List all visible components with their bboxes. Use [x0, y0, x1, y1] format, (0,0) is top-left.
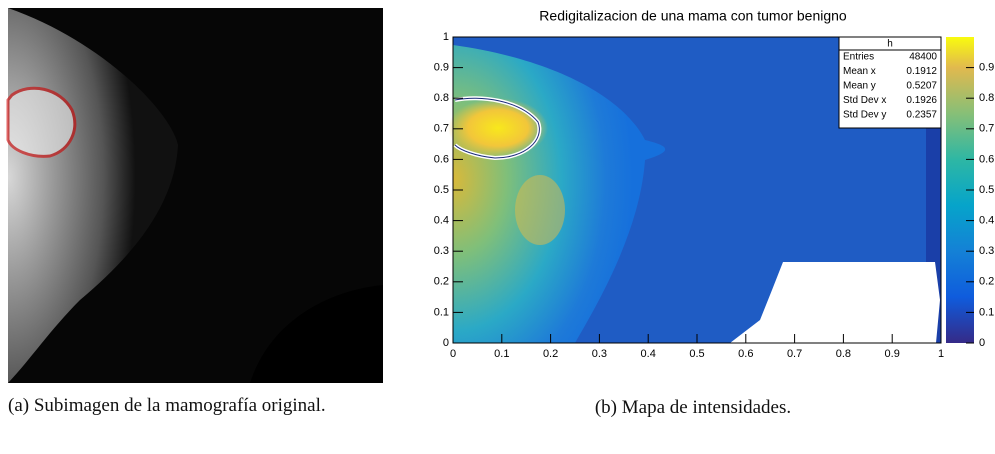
- page: h Entries 48400 Mean x 0.1912 Mean y 0.5207 Std…: [0, 0, 995, 454]
- z-tick-label: 0.3: [979, 245, 994, 257]
- stats-label: Std Dev x: [843, 95, 886, 106]
- caption-text: Subimagen de la mamografía original.: [34, 395, 326, 416]
- stats-value: 0.5207: [906, 81, 937, 92]
- x-tick-label: 0.7: [787, 348, 802, 360]
- x-tick-label: 0.8: [836, 348, 851, 360]
- caption-label: (a): [8, 395, 29, 416]
- y-tick-label: 0.5: [434, 184, 449, 196]
- x-tick-label: 0.5: [689, 348, 704, 360]
- z-tick-label: 0.5: [979, 184, 994, 196]
- y-tick-label: 0.6: [434, 153, 449, 165]
- x-tick-label: 0.1: [494, 348, 509, 360]
- y-tick-label: 0.4: [434, 215, 449, 227]
- y-tick-label: 0.8: [434, 92, 449, 104]
- stats-value: 0.1926: [906, 95, 937, 106]
- caption-text: Mapa de intensidades.: [622, 397, 791, 418]
- stats-label: Entries: [843, 52, 874, 63]
- stats-label: Mean x: [843, 66, 876, 77]
- x-tick-label: 0.4: [641, 348, 656, 360]
- x-tick-label: 0.2: [543, 348, 558, 360]
- stats-value: 0.1912: [906, 66, 937, 77]
- z-tick-label: 0.6: [979, 153, 994, 165]
- x-tick-label: 0.3: [592, 348, 607, 360]
- caption: (b) Mapa de intensidades.: [453, 396, 933, 419]
- x-tick-label: 0.6: [738, 348, 753, 360]
- y-tick-label: 0.9: [434, 62, 449, 74]
- z-tick-label: 0.4: [979, 215, 994, 227]
- z-tick-label: 0.8: [979, 92, 994, 104]
- x-tick-label: 0: [450, 348, 456, 360]
- x-tick-label: 0.9: [885, 348, 900, 360]
- y-tick-label: 1: [443, 31, 449, 43]
- z-tick-label: 0: [979, 337, 985, 349]
- z-tick-label: 0.9: [979, 62, 994, 74]
- stats-value: 48400: [909, 52, 937, 63]
- heatmap-hotspot: [515, 175, 565, 245]
- tumor-contour: [8, 88, 75, 156]
- stats-value: 0.2357: [906, 110, 937, 121]
- stats-box: h Entries 48400 Mean x 0.1912 Mean y 0.5207 Std…: [839, 37, 941, 128]
- x-tick-label: 1: [938, 348, 944, 360]
- stats-name: h: [887, 39, 893, 50]
- z-tick-label: 0.2: [979, 276, 994, 288]
- z-tick-label: 0.7: [979, 123, 994, 135]
- y-tick-label: 0.3: [434, 245, 449, 257]
- figure: h Entries 48400 Mean x 0.1912 Mean y 0.5207 Std…: [0, 0, 995, 454]
- y-tick-label: 0.2: [434, 276, 449, 288]
- chart-title: Redigitalizacion de una mama con tumor b…: [539, 8, 847, 24]
- y-tick-label: 0.7: [434, 123, 449, 135]
- y-tick-label: 0.1: [434, 306, 449, 318]
- stats-label: Mean y: [843, 81, 876, 92]
- z-tick-label: 0.1: [979, 306, 994, 318]
- caption-label: (b): [595, 397, 617, 418]
- y-tick-label: 0: [443, 337, 449, 349]
- caption: (a) Subimagen de la mamografía original.: [8, 394, 383, 417]
- stats-label: Std Dev y: [843, 110, 886, 121]
